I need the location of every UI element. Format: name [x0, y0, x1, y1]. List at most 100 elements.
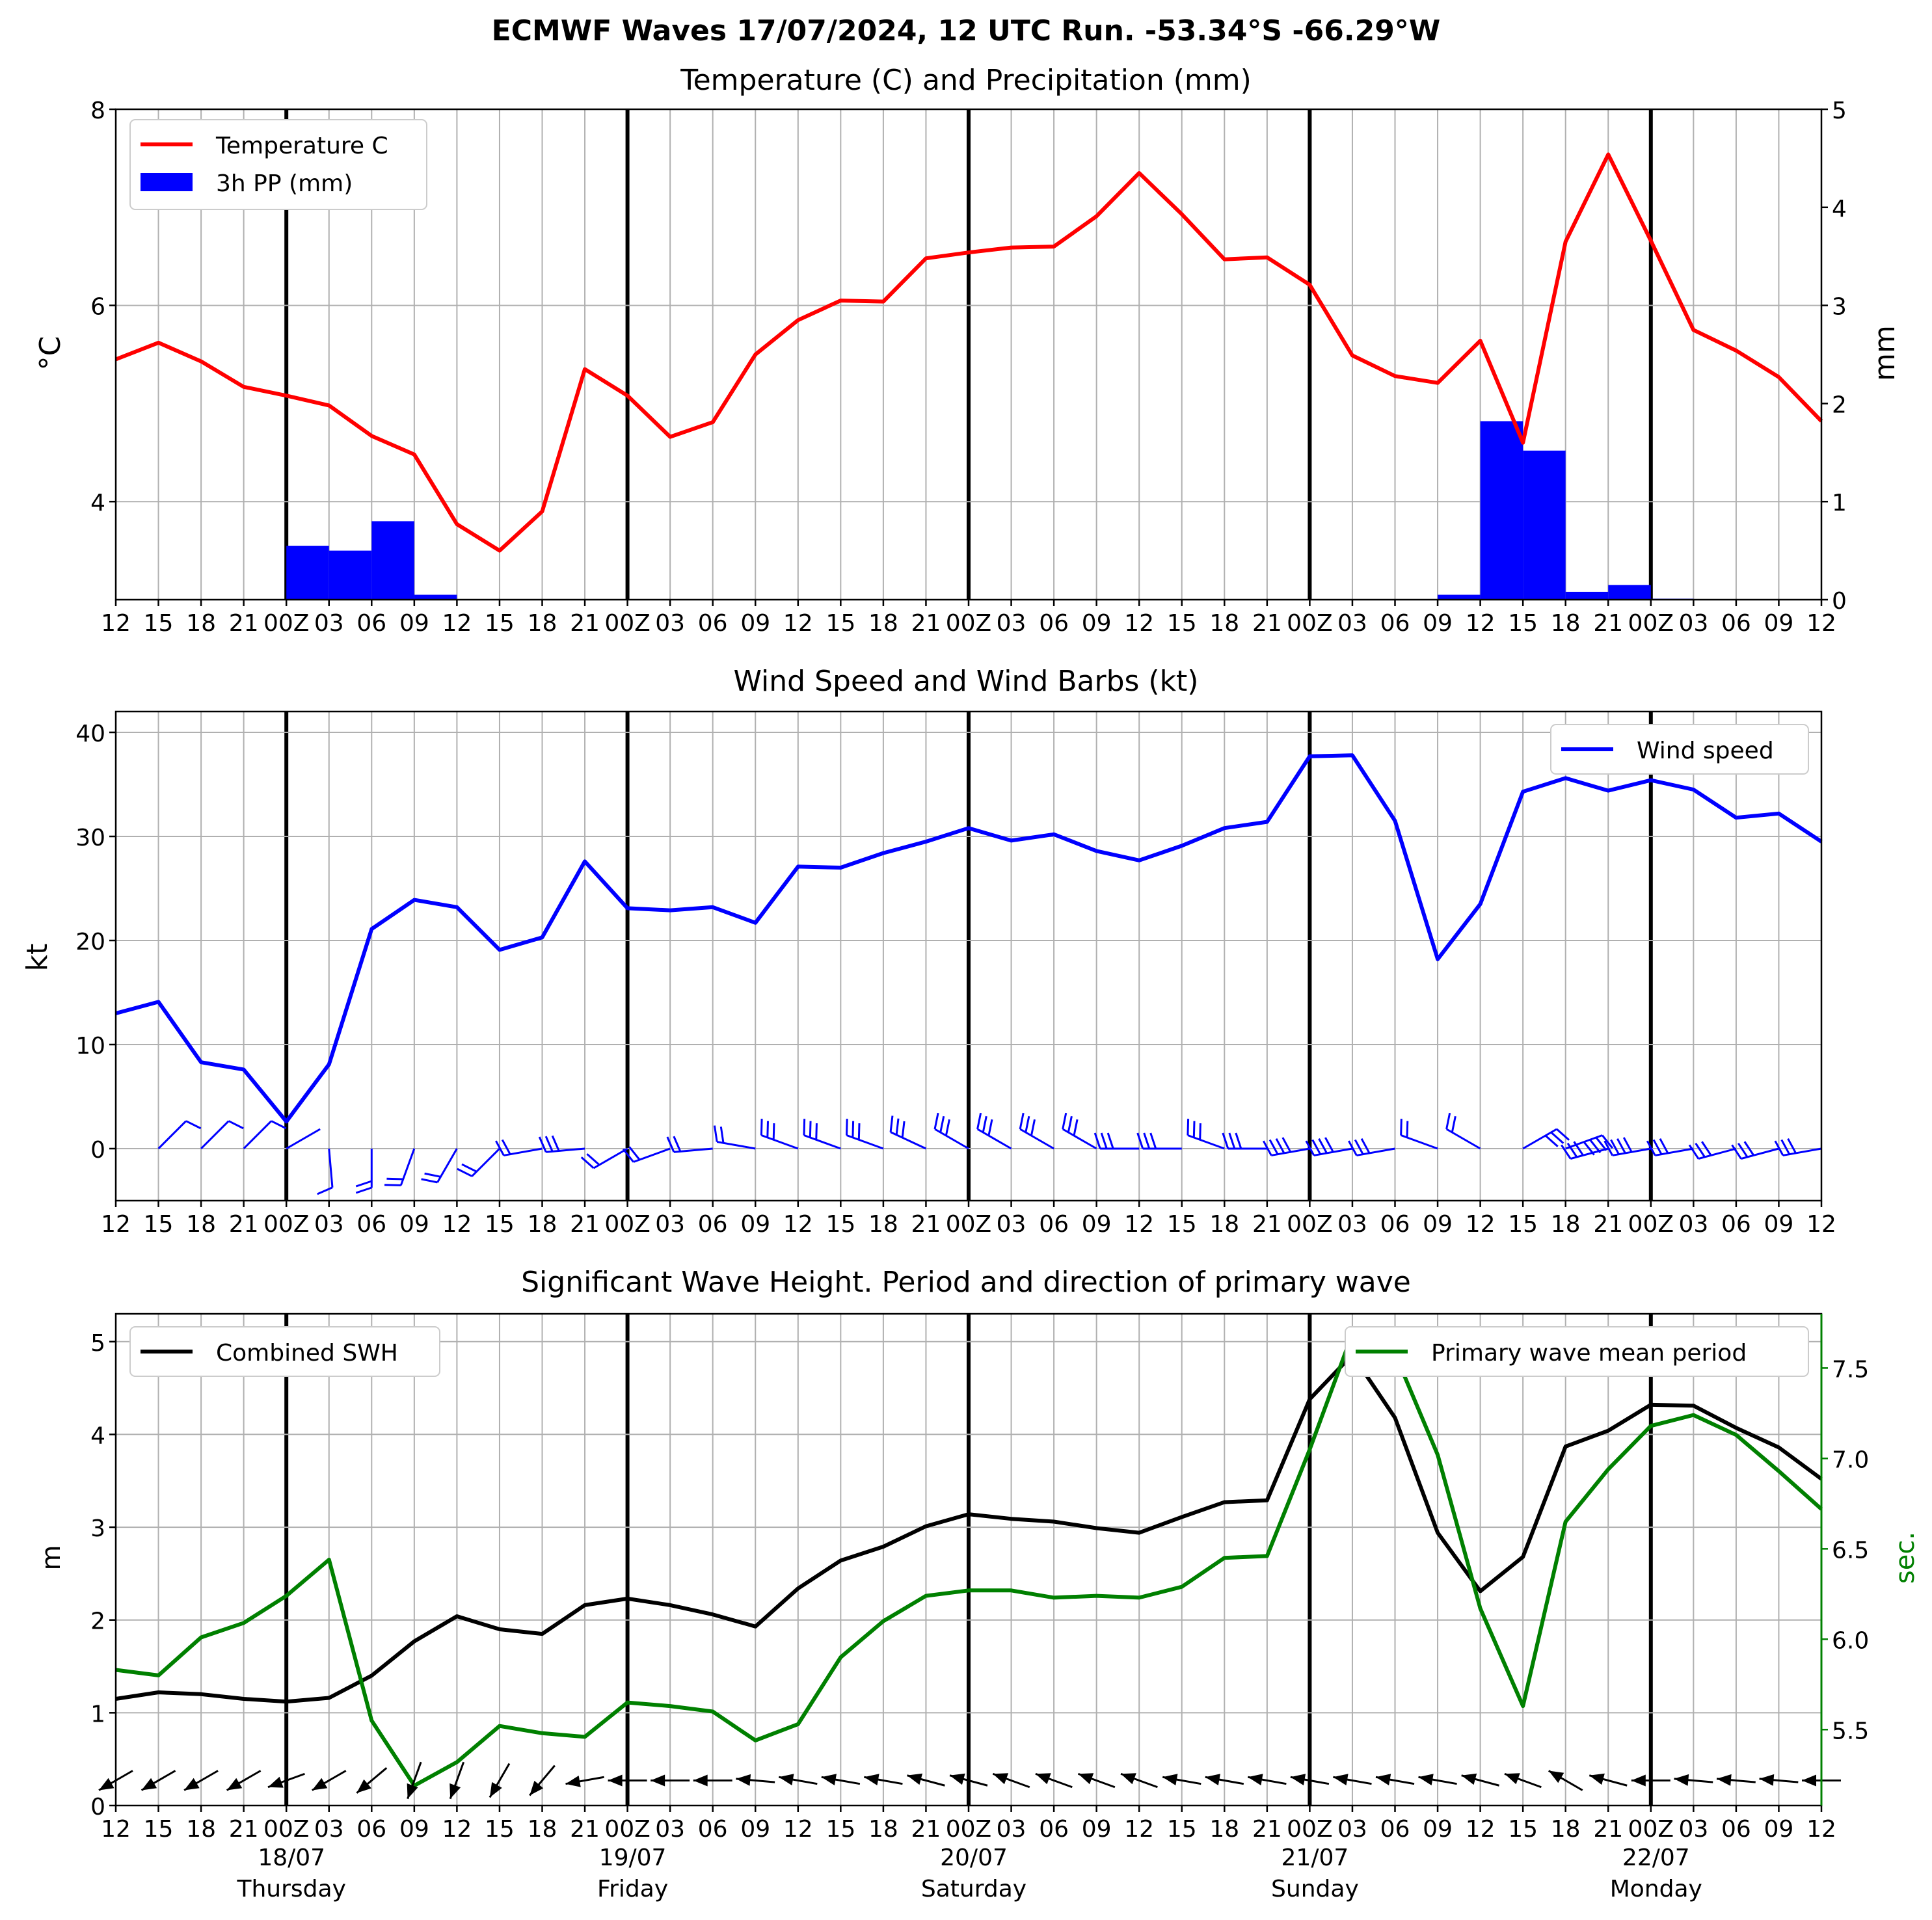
- panel3-xtick-label: 09: [1764, 1816, 1794, 1843]
- panel3-xtick-label: 12: [442, 1816, 472, 1843]
- wave-dir-arrow-head: [1548, 1770, 1564, 1783]
- day-date-label: 21/07: [1281, 1845, 1349, 1871]
- wave-dir-arrow-head: [407, 1783, 418, 1799]
- panel3-xtick-label: 06: [1039, 1816, 1069, 1843]
- wave-dir-arrow-head: [1674, 1774, 1689, 1786]
- panel3-xtick-label: 03: [314, 1816, 344, 1843]
- wave-dir-arrow-head: [1589, 1773, 1605, 1785]
- wind-barb-flag: [586, 1153, 600, 1166]
- wind-barb: [622, 1146, 671, 1163]
- panel1-xtick-label: 12: [1466, 610, 1496, 637]
- wind-barb-flag: [551, 1135, 560, 1152]
- legend-period-label: Primary wave mean period: [1431, 1340, 1747, 1367]
- wind-barb: [1093, 1132, 1140, 1150]
- panel1-xtick-label: 03: [1337, 610, 1367, 637]
- wind-barb-flag: [1136, 1132, 1144, 1149]
- wind-barb-flag: [1601, 1134, 1613, 1149]
- wind-barb-flag: [580, 1156, 595, 1169]
- panel1-xtick-label: 06: [1039, 610, 1069, 637]
- wind-barb: [1688, 1141, 1737, 1160]
- wind-barb-flag: [501, 1139, 511, 1155]
- panel1-xtick-label: 18: [528, 610, 557, 637]
- panel2-xtick-label: 00Z: [263, 1211, 309, 1238]
- panel1-xtick-label: 03: [314, 610, 344, 637]
- panel2-xtick-label: 09: [1082, 1211, 1112, 1238]
- wind-barb-flag: [1659, 1138, 1669, 1154]
- panel3-ylabel-right: sec.: [1890, 1532, 1920, 1584]
- panel2-xtick-label: 15: [485, 1211, 515, 1238]
- wind-barb-flag: [933, 1112, 939, 1130]
- wave-dir-arrow-head: [907, 1773, 923, 1785]
- wind-barb-flag: [1030, 1119, 1036, 1136]
- panel1-xtick-label: 18: [1209, 610, 1239, 637]
- panel1-xtick-label: 00Z: [263, 610, 309, 637]
- wind-barb-flag: [713, 1125, 718, 1142]
- panel3-legend-period: Primary wave mean period: [1345, 1326, 1809, 1377]
- wind-barb: [1400, 1119, 1438, 1150]
- wave-dir-arrow-head: [489, 1781, 502, 1798]
- panel3-xtick-label: 18: [868, 1816, 898, 1843]
- wind-barb-flag: [1100, 1132, 1108, 1149]
- panel1-xtick-label: 21: [229, 610, 259, 637]
- panel2-xtick-label: 21: [229, 1211, 259, 1238]
- wind-barb-flag: [1737, 1143, 1749, 1158]
- wave-dir-arrow-head: [950, 1773, 965, 1785]
- panel1-ytick-right-label: 1: [1832, 490, 1847, 516]
- panel1-ytick-label: 4: [90, 490, 105, 516]
- panel3-xtick-label: 12: [783, 1816, 813, 1843]
- panel3-xtick-label: 09: [740, 1816, 770, 1843]
- legend-box: [1550, 724, 1809, 775]
- wind-barb-flag: [1544, 1134, 1559, 1147]
- legend-wind-label: Wind speed: [1637, 738, 1774, 764]
- legend-precip-label: 3h PP (mm): [216, 170, 353, 197]
- panel1-xtick-label: 15: [485, 610, 515, 637]
- panel3-ytick-label: 4: [90, 1422, 105, 1449]
- day-name-label: Monday: [1610, 1876, 1702, 1902]
- panel1-xtick-label: 21: [1252, 610, 1282, 637]
- wave-dir-arrow-head: [1162, 1774, 1178, 1785]
- panel1-xtick-label: 15: [825, 610, 855, 637]
- panel3-xtick-label: 15: [825, 1816, 855, 1843]
- panel1-xtick-label: 12: [442, 610, 472, 637]
- wind-barb-flag: [185, 1120, 202, 1130]
- wind-barb-flag: [1275, 1138, 1285, 1154]
- wind-barb-flag: [1695, 1143, 1706, 1158]
- panel3-ylabel: m: [36, 1545, 66, 1571]
- panel1-xtick-label: 00Z: [946, 610, 991, 637]
- wind-barb-flag: [622, 1148, 634, 1163]
- wind-barb: [889, 1115, 927, 1150]
- wind-barb-flag: [538, 1136, 547, 1153]
- panel3-xtick-label: 03: [655, 1816, 685, 1843]
- wind-barb: [286, 1128, 321, 1150]
- wave-dir-arrow-head: [184, 1778, 200, 1791]
- panel3-xtick-label: 12: [1466, 1816, 1496, 1843]
- wind-barb-flag: [987, 1119, 993, 1136]
- wind-barb-flag: [803, 1119, 806, 1136]
- wind-barb: [933, 1112, 969, 1150]
- wave-dir-arrow-head: [1035, 1773, 1051, 1785]
- wind-barb-flag: [1360, 1138, 1371, 1154]
- panel3-xtick-label: 06: [698, 1816, 728, 1843]
- wind-barb-flag: [673, 1136, 682, 1152]
- panel2-xtick-label: 03: [1678, 1211, 1708, 1238]
- wind-barb: [1222, 1132, 1267, 1150]
- panel3-xtick-label: 03: [997, 1816, 1026, 1843]
- wave-dir-arrow-head: [1631, 1774, 1646, 1787]
- wind-barb-flag: [889, 1115, 894, 1132]
- wave-dir-arrow-head: [1504, 1773, 1520, 1785]
- wave-dir-arrow-head: [530, 1780, 544, 1796]
- wind-barb-flag: [457, 1167, 473, 1177]
- panel3-xtick-label: 00Z: [604, 1816, 650, 1843]
- wave-dir-arrow-head: [1375, 1774, 1391, 1785]
- panel3-xtick-label: 18: [1209, 1816, 1239, 1843]
- panel3-xtick-label: 00Z: [1628, 1816, 1674, 1843]
- panel3-xtick-label: 18: [1551, 1816, 1581, 1843]
- panel3-xtick-label: 06: [1721, 1816, 1751, 1843]
- wind-barb: [1445, 1112, 1481, 1150]
- wave-dir-arrow-head: [1248, 1774, 1263, 1785]
- panel1-xtick-label: 03: [1678, 610, 1708, 637]
- wind-barb-flag: [495, 1140, 505, 1156]
- wind-barb-shaft: [328, 1148, 334, 1188]
- panel2-xtick-label: 03: [314, 1211, 344, 1238]
- wind-barb: [317, 1148, 334, 1195]
